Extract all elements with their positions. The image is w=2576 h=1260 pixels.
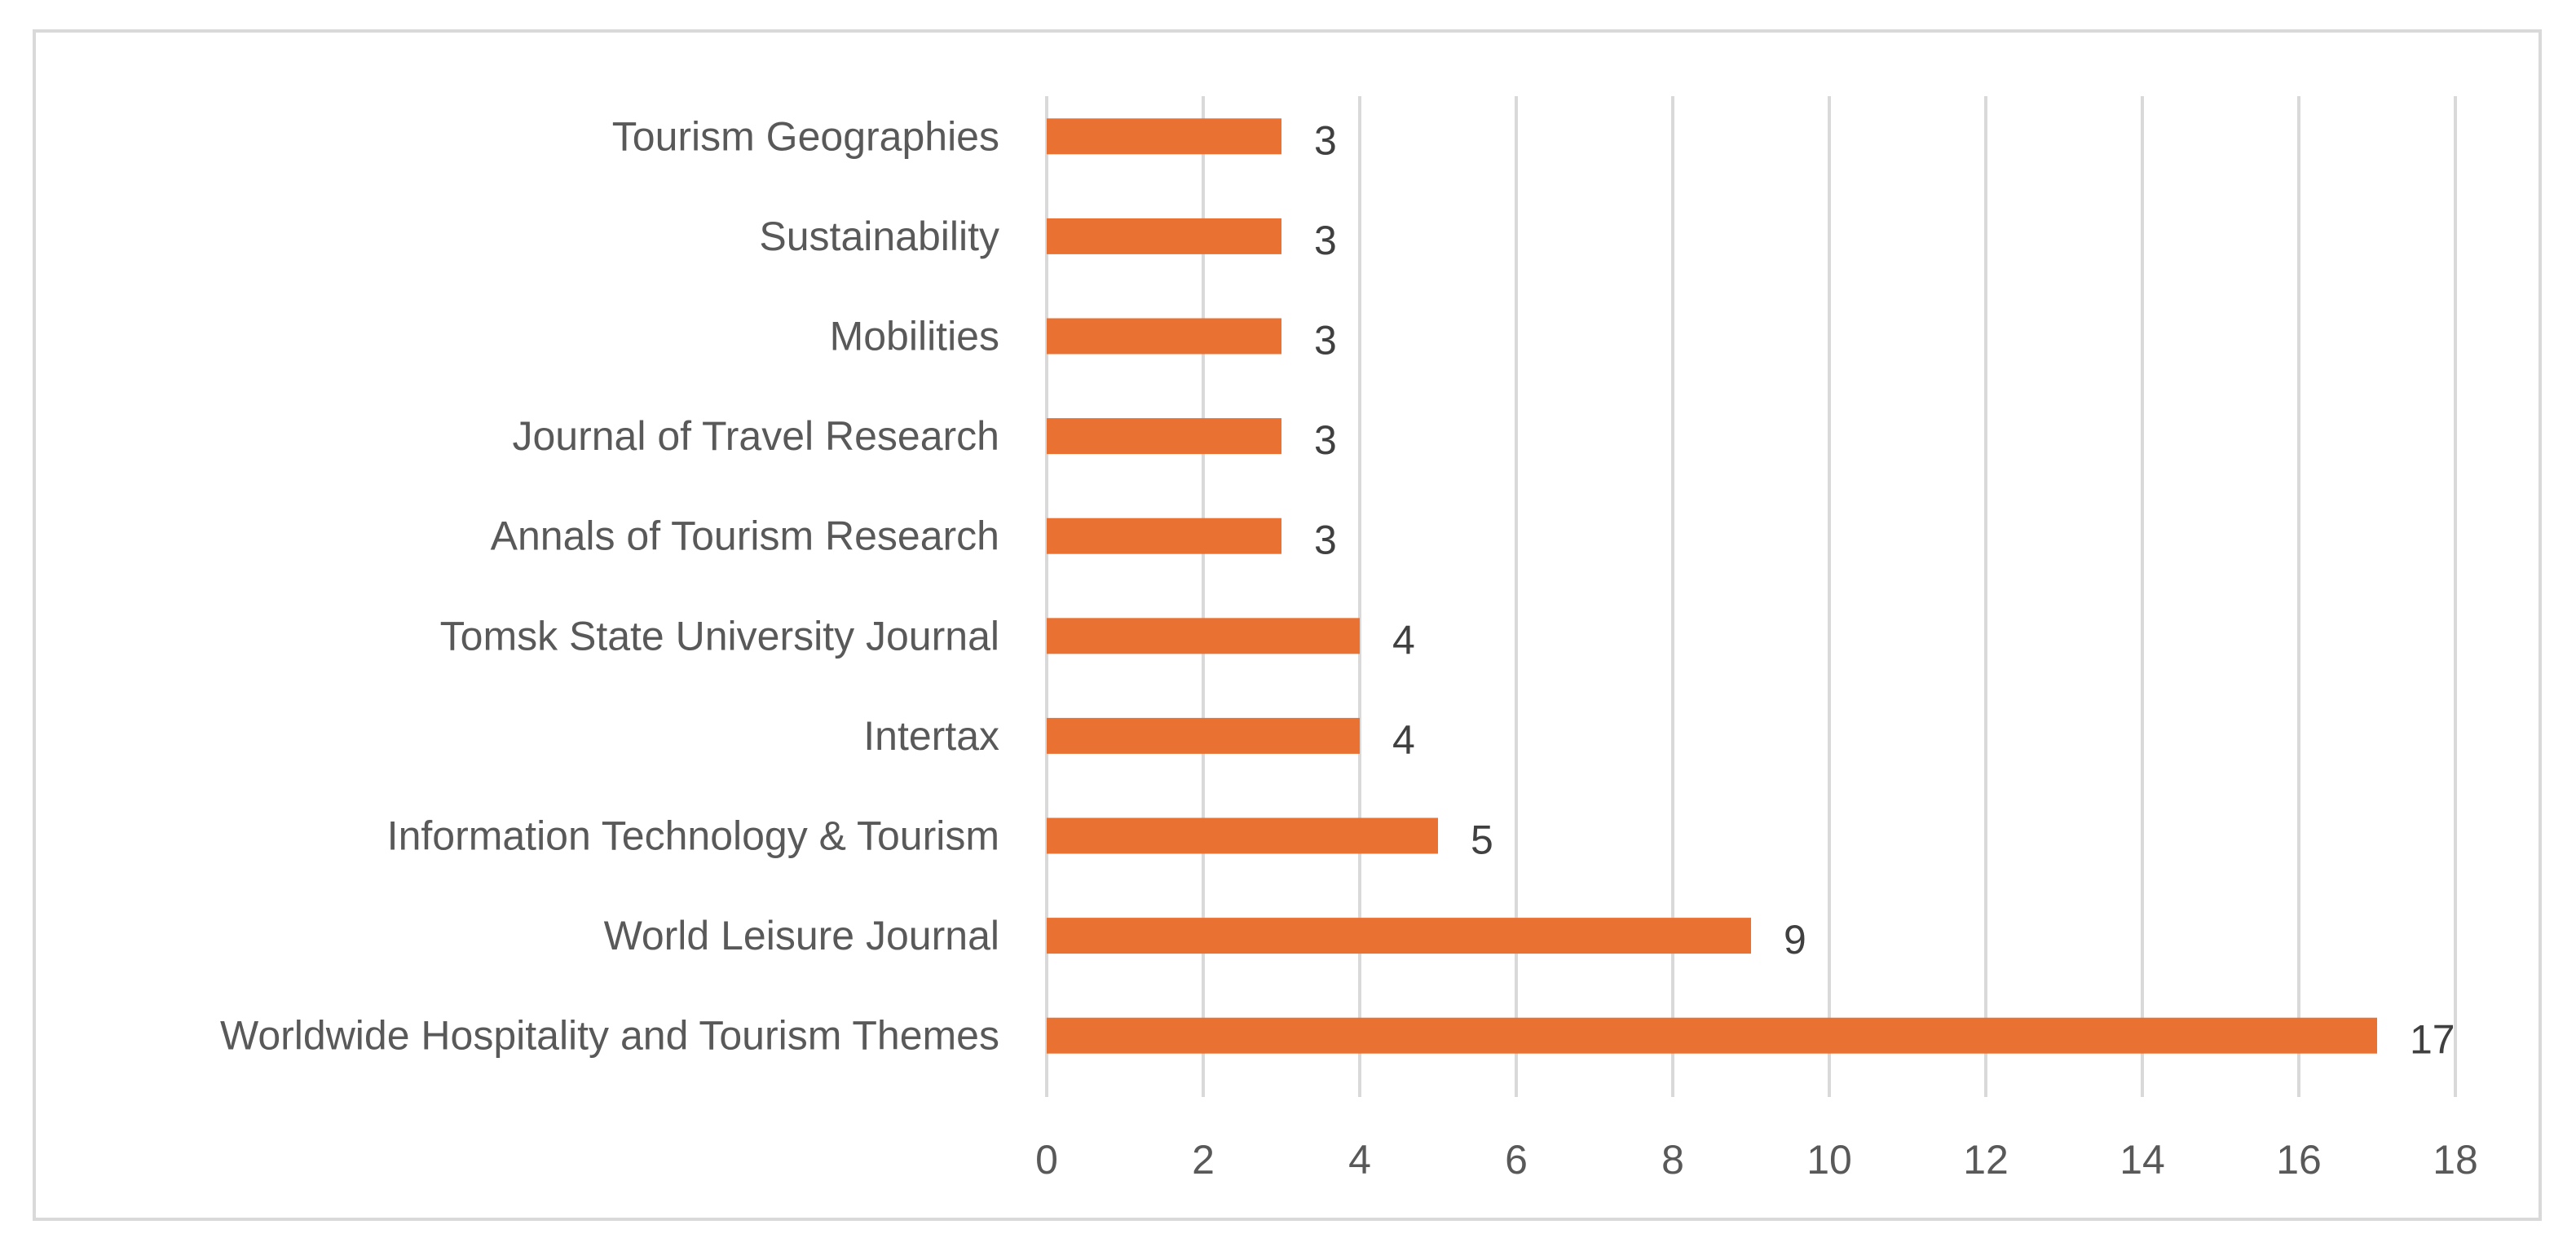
bar	[1047, 918, 1751, 954]
category-label: Worldwide Hospitality and Tourism Themes	[220, 1013, 999, 1059]
data-label: 3	[1314, 218, 1337, 263]
bar	[1047, 717, 1360, 754]
x-tick-label: 2	[1192, 1137, 1215, 1183]
category-label: Tomsk State University Journal	[440, 613, 999, 659]
bar	[1047, 618, 1360, 654]
data-label: 4	[1392, 717, 1415, 763]
data-label: 3	[1314, 318, 1337, 363]
bar	[1047, 1017, 2377, 1054]
category-label: Information Technology & Tourism	[387, 813, 999, 859]
x-tick-label: 14	[2119, 1137, 2165, 1183]
bars	[1047, 118, 2377, 1054]
category-label: Intertax	[863, 713, 999, 759]
category-label: Sustainability	[759, 214, 999, 259]
category-label: Mobilities	[830, 314, 999, 359]
data-label: 9	[1784, 917, 1806, 963]
data-label: 5	[1471, 817, 1493, 863]
x-tick-label: 12	[1963, 1137, 2009, 1183]
data-label: 3	[1314, 117, 1337, 163]
category-label: Tourism Geographies	[612, 113, 999, 159]
x-tick-label: 8	[1661, 1137, 1684, 1183]
category-label: World Leisure Journal	[604, 913, 999, 958]
x-tick-label: 4	[1348, 1137, 1371, 1183]
x-tick-label: 6	[1505, 1137, 1528, 1183]
bar	[1047, 817, 1438, 854]
category-label: Annals of Tourism Research	[491, 513, 999, 559]
category-label: Journal of Travel Research	[512, 413, 999, 459]
x-tick-label: 10	[1806, 1137, 1852, 1183]
x-tick-label: 18	[2433, 1137, 2478, 1183]
bar	[1047, 118, 1281, 155]
bar	[1047, 318, 1281, 355]
data-label: 4	[1392, 617, 1415, 663]
data-label: 3	[1314, 417, 1337, 463]
data-labels: 17 9 5 4 4 3 3 3 3 3	[1314, 117, 2455, 1062]
x-axis-tick-labels: 0 2 4 6 8 10 12 14 16 18	[1035, 1137, 2478, 1183]
x-tick-label: 0	[1035, 1137, 1058, 1183]
bar	[1047, 218, 1281, 254]
bar	[1047, 518, 1281, 554]
data-label: 17	[2410, 1017, 2455, 1063]
data-label: 3	[1314, 518, 1337, 563]
category-labels: Worldwide Hospitality and Tourism Themes…	[220, 113, 999, 1058]
bar	[1047, 418, 1281, 455]
x-tick-label: 16	[2276, 1137, 2322, 1183]
